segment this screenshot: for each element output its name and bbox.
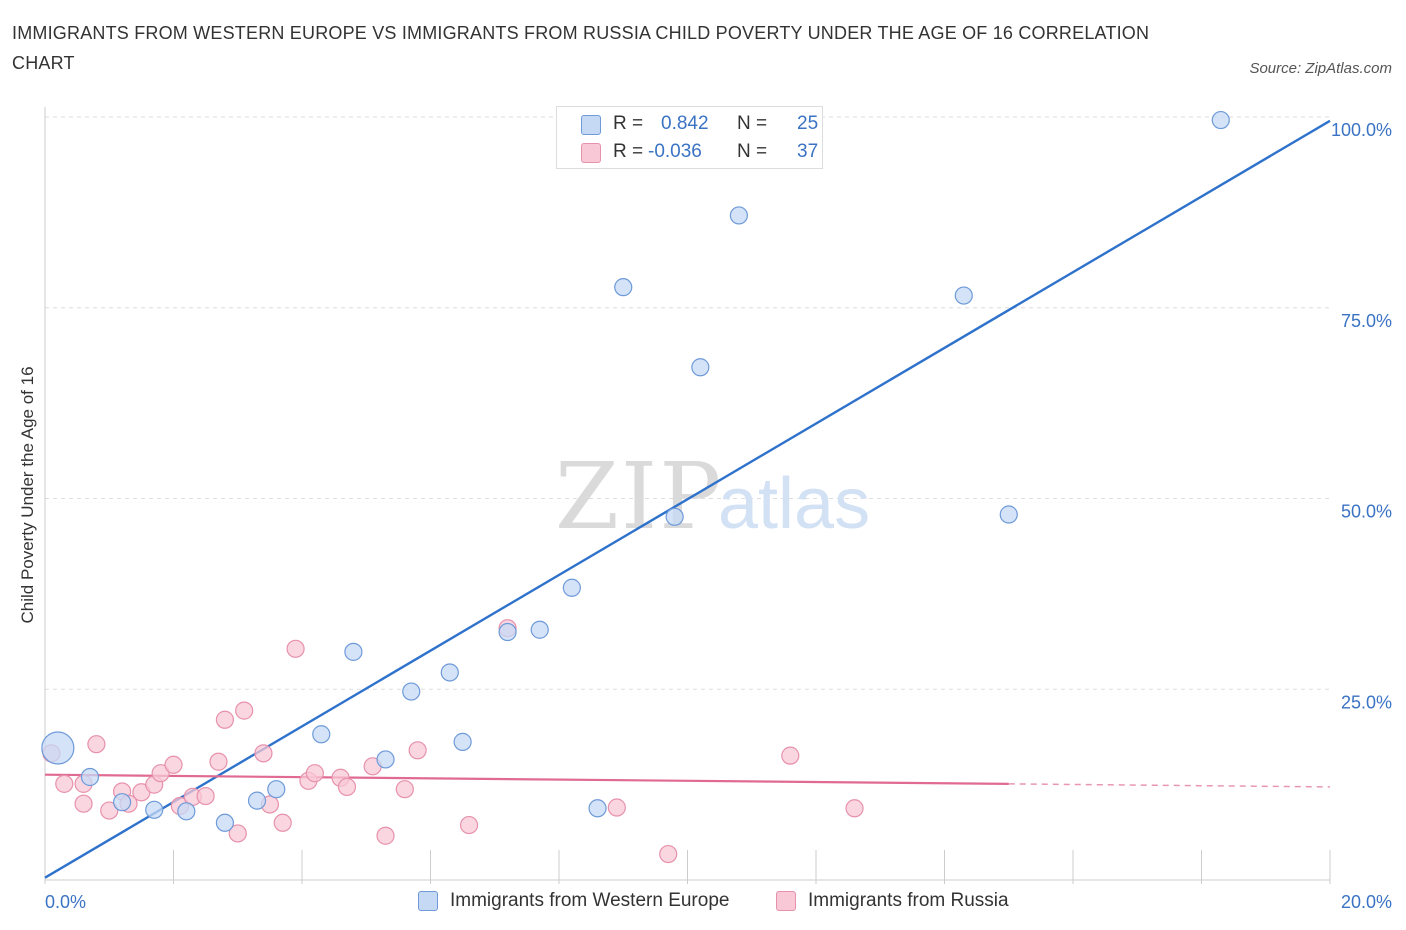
point-western-europe [588,799,607,818]
point-western-europe [999,505,1018,524]
point-russia [209,752,228,771]
point-russia [781,746,800,765]
point-russia [196,786,215,806]
y-tick-label: 100.0% [1331,120,1392,140]
point-western-europe [562,578,581,597]
point-russia [395,780,414,799]
watermark-atlas: atlas [718,464,870,544]
y-axis-label: Child Poverty Under the Age of 16 [18,366,37,624]
point-russia [235,701,254,720]
y-tick-label: 25.0% [1341,692,1392,712]
y-tick-label: 75.0% [1341,311,1392,331]
point-russia [164,755,183,774]
point-western-europe [691,358,710,377]
point-western-europe [530,620,549,639]
legend-swatch-blue [418,891,438,911]
point-russia [273,813,292,832]
trend-line-dashed-pink [1008,783,1331,788]
point-russia [286,639,305,658]
watermark: ZIP atlas [555,443,870,550]
stats-legend: R = 0.842 N = 25 R = -0.036 N = 37 [556,106,823,169]
point-russia [151,764,170,783]
point-western-europe [453,732,472,751]
point-russia [215,710,234,729]
point-russia [659,844,678,864]
point-western-europe [665,507,684,526]
trend-line-pink [44,773,1009,785]
point-western-europe [267,780,286,799]
legend-n-label: N = [737,141,768,162]
legend-swatch-blue [581,115,601,135]
legend-r-value: 0.842 [661,113,709,134]
data-points [41,110,1230,864]
point-western-europe [215,813,234,832]
source-label: Source: ZipAtlas.com [1249,60,1392,77]
point-western-europe [41,731,75,765]
point-russia [408,741,427,760]
point-russia [337,777,357,797]
x-tick-label: 0.0% [45,892,86,912]
legend-r-value: -0.036 [648,141,702,162]
legend-r-label: R = [613,113,644,134]
point-russia [845,799,864,818]
point-western-europe [112,793,132,812]
point-russia [254,744,273,763]
point-western-europe [402,682,421,701]
point-western-europe [80,767,100,787]
grid-lines [45,116,1330,690]
point-western-europe [614,278,633,297]
legend-n-label: N = [737,113,768,134]
point-western-europe [247,791,267,810]
legend-swatch-pink [776,891,796,911]
point-western-europe [344,642,363,661]
point-western-europe [177,802,196,821]
point-russia [376,826,395,845]
legend-r-label: R = [613,141,644,162]
legend-n-value: 25 [797,113,819,134]
point-russia [459,815,479,835]
point-western-europe [729,206,749,225]
watermark-zip: ZIP [555,443,723,550]
point-russia [100,801,119,820]
legend-label-western-europe: Immigrants from Western Europe [450,890,730,911]
point-russia [87,735,106,754]
x-tick-label: 20.0% [1341,892,1392,912]
chart-title: IMMIGRANTS FROM WESTERN EUROPE VS IMMIGR… [12,23,1150,73]
trend-line-blue [44,119,1331,879]
legend-n-value: 37 [797,141,819,162]
point-western-europe [312,725,331,744]
point-russia [74,794,93,813]
tick-labels: 25.0% 50.0% 75.0% 100.0% 0.0% 20.0% [45,120,1392,912]
point-russia [55,774,74,793]
point-western-europe [1211,110,1230,130]
point-western-europe [954,286,973,305]
point-russia [228,824,247,843]
y-tick-label: 50.0% [1341,502,1392,522]
legend-label-russia: Immigrants from Russia [808,890,1009,911]
point-russia [305,764,324,783]
point-western-europe [145,800,164,819]
trend-lines [44,119,1331,879]
point-western-europe [498,622,517,642]
legend-swatch-pink [581,143,601,163]
point-western-europe [440,663,459,682]
point-western-europe [376,750,395,769]
point-russia [607,798,626,817]
